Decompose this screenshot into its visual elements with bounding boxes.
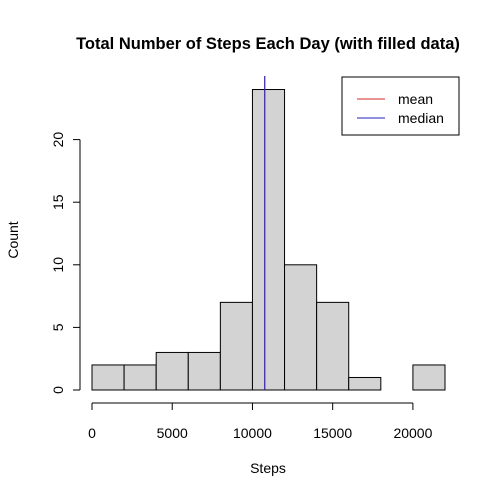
histogram-bar <box>284 264 318 391</box>
y-tick-label: 0 <box>50 386 66 394</box>
histogram-bar <box>91 364 125 391</box>
y-tick-label: 5 <box>50 323 66 331</box>
x-axis: 0 5000 10000 15000 20000 <box>88 402 433 441</box>
y-axis: 0 5 10 15 20 <box>50 132 81 394</box>
y-axis-label: Count <box>5 221 21 258</box>
x-tick-label: 10000 <box>233 425 272 441</box>
histogram-bar <box>187 351 221 391</box>
histogram-bar <box>155 351 189 391</box>
y-tick-label: 15 <box>50 194 66 210</box>
bars-group <box>91 89 446 391</box>
histogram-bar <box>412 364 446 391</box>
legend-label-median: median <box>398 110 444 126</box>
histogram-bar <box>251 89 286 391</box>
legend-box <box>341 76 460 136</box>
histogram-bar <box>123 364 157 391</box>
histogram-bar <box>219 301 253 391</box>
x-axis-label: Steps <box>250 460 286 476</box>
histogram-bar <box>316 301 350 391</box>
histogram-bar <box>348 376 382 391</box>
x-tick-label: 0 <box>88 425 96 441</box>
x-tick-label: 5000 <box>157 425 188 441</box>
y-tick-label: 20 <box>50 132 66 148</box>
y-tick-label: 10 <box>50 257 66 273</box>
legend-label-mean: mean <box>398 91 433 107</box>
legend: mean median <box>341 76 460 136</box>
x-tick-label: 20000 <box>393 425 432 441</box>
x-tick-label: 15000 <box>313 425 352 441</box>
chart-title: Total Number of Steps Each Day (with fil… <box>76 35 460 53</box>
